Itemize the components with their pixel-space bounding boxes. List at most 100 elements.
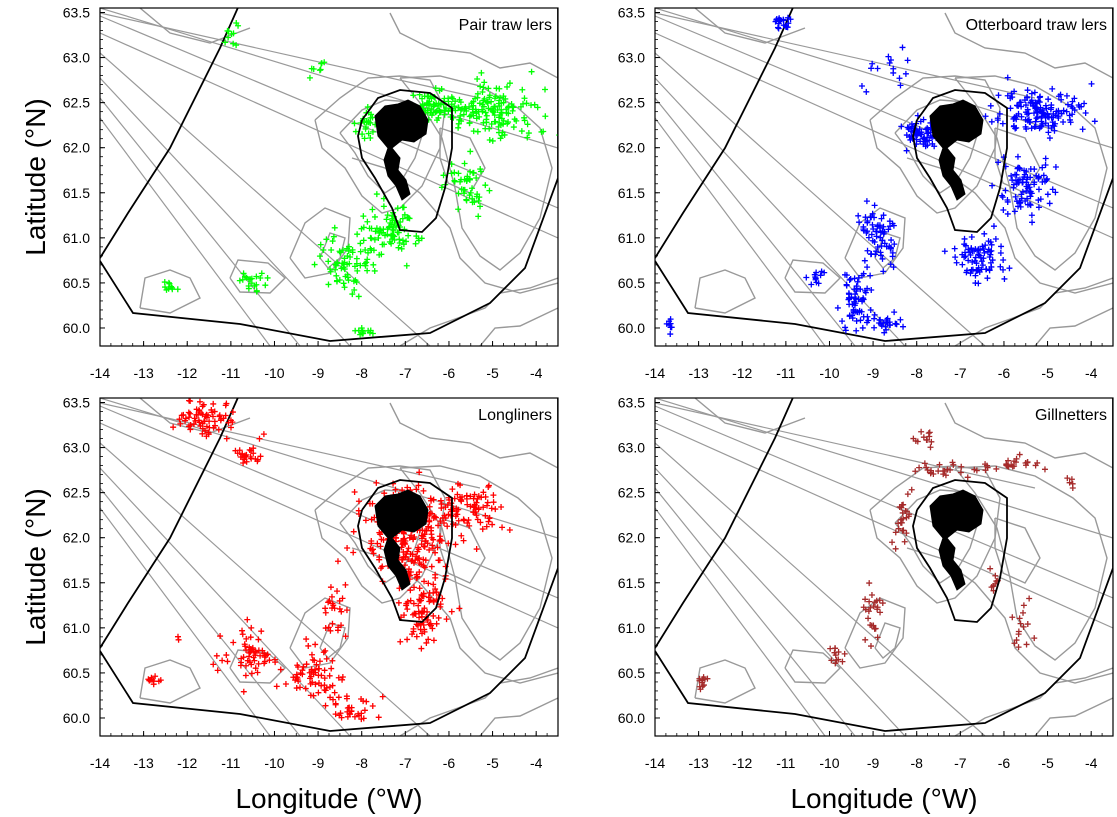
fishing-position-mark <box>495 114 502 121</box>
fishing-position-mark <box>917 118 924 125</box>
fishing-position-mark <box>1071 106 1078 113</box>
fishing-position-mark <box>846 301 853 308</box>
fishing-position-mark <box>509 103 516 110</box>
fishing-position-mark <box>967 252 974 259</box>
fishing-position-mark <box>297 670 304 677</box>
fishing-position-mark <box>833 657 840 664</box>
fishing-position-mark <box>1000 257 1007 264</box>
fishing-position-mark <box>383 216 390 223</box>
fishing-position-mark <box>897 82 904 89</box>
fishing-position-mark <box>244 616 251 623</box>
fishing-position-mark <box>1020 623 1027 630</box>
x-tick-label: -11 <box>221 755 240 771</box>
fishing-position-mark <box>1018 191 1025 198</box>
fishing-position-mark <box>1069 111 1076 118</box>
fishing-position-mark <box>467 168 474 175</box>
fishing-position-mark <box>182 417 189 424</box>
fishing-position-mark <box>318 60 325 67</box>
fishing-position-mark <box>343 693 350 700</box>
x-tick-label: -4 <box>530 755 543 771</box>
fishing-position-mark <box>889 539 896 546</box>
x-tick-label: -13 <box>689 755 709 771</box>
fishing-position-mark <box>316 253 323 260</box>
fishing-position-mark <box>483 98 490 105</box>
fishing-position-mark <box>1015 631 1022 638</box>
y-tick-label: 62.5 <box>63 485 90 501</box>
fishing-position-mark <box>309 656 316 663</box>
fishing-position-mark <box>338 265 345 272</box>
fishing-position-mark <box>989 182 996 189</box>
fishing-position-mark <box>380 229 387 236</box>
fishing-position-mark <box>331 224 338 231</box>
fishing-position-mark <box>481 79 488 86</box>
y-tick-label: 61.5 <box>618 575 645 591</box>
fishing-position-mark <box>1028 125 1035 132</box>
fishing-position-mark <box>242 672 249 679</box>
fishing-position-mark <box>361 135 368 142</box>
fishing-position-mark <box>473 512 480 519</box>
fishing-position-mark <box>992 236 999 243</box>
x-axis-label-right: Longitude (°W) <box>790 783 977 814</box>
fishing-position-mark <box>387 219 394 226</box>
boundary-line <box>655 8 1113 149</box>
fishing-position-mark <box>874 604 881 611</box>
fishing-position-mark <box>969 266 976 273</box>
y-tick-label: 63.0 <box>63 440 90 456</box>
fishing-position-mark <box>492 103 499 110</box>
fishing-position-mark <box>976 252 983 259</box>
y-tick-label: 61.0 <box>618 230 645 246</box>
fishing-position-mark <box>700 682 707 689</box>
fishing-position-mark <box>968 245 975 252</box>
fishing-position-mark <box>920 141 927 148</box>
fishing-position-mark <box>334 558 341 565</box>
fishing-position-mark <box>391 236 398 243</box>
fishing-position-mark <box>329 657 336 664</box>
fishing-position-mark <box>338 714 345 721</box>
fishing-position-mark <box>1024 87 1031 94</box>
fishing-position-mark <box>330 233 337 240</box>
fishing-position-mark <box>1037 196 1044 203</box>
fishing-position-mark <box>1018 113 1025 120</box>
fishing-position-mark <box>880 268 887 275</box>
fishing-position-mark <box>957 469 964 476</box>
territorial-line <box>912 89 1008 233</box>
fishing-position-mark <box>899 44 906 51</box>
x-tick-label: -4 <box>530 365 543 381</box>
fishing-position-mark <box>452 513 459 520</box>
fishing-position-mark <box>359 327 366 334</box>
fishing-position-mark <box>240 460 247 467</box>
fishing-position-mark <box>1054 113 1061 120</box>
y-tick-label: 60.0 <box>618 320 645 336</box>
fishing-position-mark <box>413 486 420 493</box>
fishing-position-mark <box>247 276 254 283</box>
fishing-position-mark <box>332 711 339 718</box>
fishing-position-mark <box>498 503 505 510</box>
fishing-position-mark <box>1011 640 1018 647</box>
fishing-position-mark <box>255 636 262 643</box>
fishing-position-mark <box>477 166 484 173</box>
fishing-position-mark <box>891 309 898 316</box>
fishing-position-mark <box>398 245 405 252</box>
fishing-position-mark <box>423 639 430 646</box>
fishing-position-mark <box>1016 451 1023 458</box>
fishing-position-mark <box>455 190 462 197</box>
fishing-position-mark <box>252 665 259 672</box>
fishing-position-mark <box>473 115 480 122</box>
fishing-position-mark <box>1024 94 1031 101</box>
fishing-position-mark <box>842 327 849 334</box>
fishing-position-mark <box>891 241 898 248</box>
fishing-position-mark <box>339 676 346 683</box>
fishing-position-mark <box>489 137 496 144</box>
fishing-position-mark <box>464 519 471 526</box>
fishing-position-mark <box>908 486 915 493</box>
boundary-line <box>655 32 1113 239</box>
fishing-position-mark <box>367 114 374 121</box>
fishing-position-mark <box>436 107 443 114</box>
fishing-position-mark <box>332 266 339 273</box>
fishing-position-mark <box>1031 166 1038 173</box>
fishing-position-mark <box>225 34 232 41</box>
fishing-position-mark <box>326 672 333 679</box>
fishing-position-mark <box>366 329 373 336</box>
fishing-position-mark <box>352 128 359 135</box>
fishing-position-mark <box>290 674 297 681</box>
